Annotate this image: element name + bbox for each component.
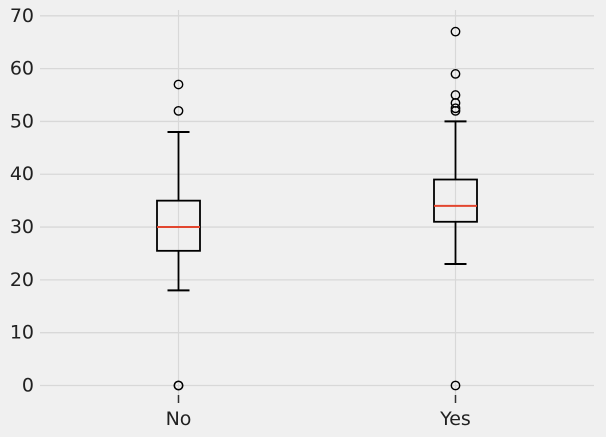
outlier-point-yes	[450, 26, 461, 37]
box-no	[156, 199, 201, 252]
outlier-point-no	[173, 380, 184, 391]
box-yes	[433, 178, 478, 223]
y-tick-label: 20	[10, 269, 34, 291]
outlier-point-yes	[450, 380, 461, 391]
outlier-point-no	[173, 105, 184, 116]
outlier-point-yes	[450, 105, 461, 116]
y-tick-label: 0	[22, 374, 34, 396]
y-tick-label: 50	[10, 110, 34, 132]
y-tick-label: 60	[10, 58, 34, 80]
outlier-point-no	[173, 79, 184, 90]
x-tick-label: Yes	[439, 408, 471, 430]
y-tick-label: 30	[10, 216, 34, 238]
y-tick-label: 70	[10, 5, 34, 27]
x-tick-label: No	[166, 408, 192, 430]
outlier-point-yes	[450, 103, 461, 114]
y-tick-label: 10	[10, 322, 34, 344]
outlier-point-yes	[450, 69, 461, 79]
y-tick-label: 40	[10, 163, 34, 185]
